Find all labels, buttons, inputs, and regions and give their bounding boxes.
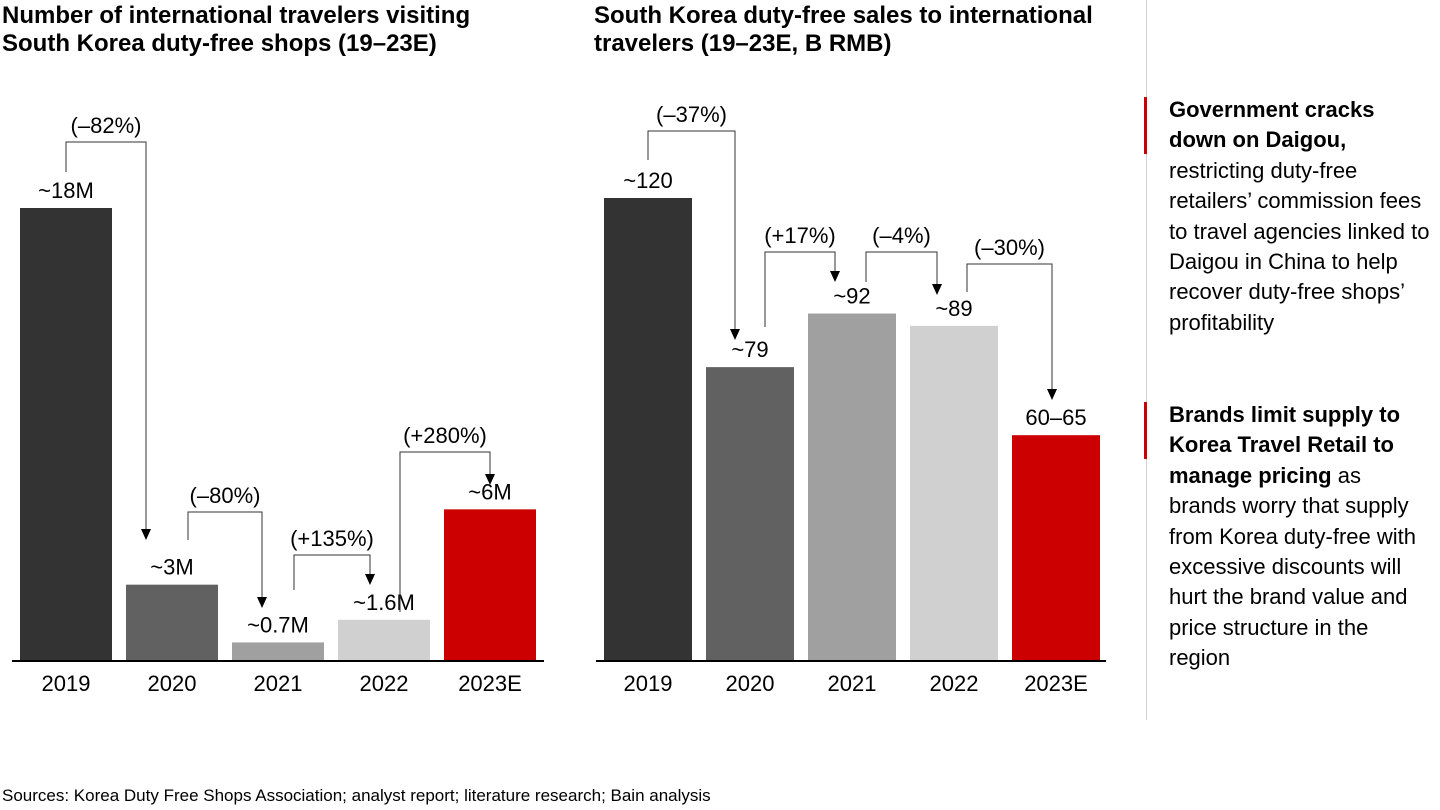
arrowhead-icon [830,271,840,282]
x-tick-label: 2020 [726,671,775,696]
change-label: (+135%) [290,526,374,551]
value-label: ~18M [38,178,94,203]
note-accent-bar [1144,402,1147,459]
change-bracket [293,554,371,590]
change-bracket [966,263,1053,391]
arrowhead-icon [730,329,740,340]
bar-2020 [706,367,794,660]
x-tick-label: 2022 [930,671,979,696]
value-label: ~79 [731,337,768,362]
change-bracket [764,251,836,327]
source-note: Sources: Korea Duty Free Shops Associati… [2,786,711,805]
bar-2021 [808,313,896,660]
x-tick-label: 2021 [828,671,877,696]
arrowhead-icon [257,597,267,608]
arrowhead-icon [932,284,942,295]
change-bracket [865,251,938,286]
value-label: ~89 [935,296,972,321]
x-tick-label: 2020 [148,671,197,696]
bar-2019 [20,208,112,660]
change-bracket [65,141,147,531]
change-bracket [647,130,736,331]
note-accent-bar [1144,97,1147,154]
change-label: (–82%) [71,113,142,138]
change-bracket [187,511,263,599]
bar-2022 [910,325,998,660]
bar-2021 [232,642,324,660]
divider [1146,0,1147,720]
bar-2019 [604,198,692,660]
x-tick-label: 2021 [254,671,303,696]
value-label: ~92 [833,284,870,309]
change-label: (–30%) [974,235,1045,260]
change-label: (+17%) [764,223,836,248]
note-body: restricting duty-free retailers’ commiss… [1169,157,1430,335]
change-label: (–37%) [656,102,727,127]
bar-2020 [126,584,218,660]
change-label: (–4%) [872,223,931,248]
bar-2023E [444,509,536,660]
note-heading: Government cracks down on Daigou, [1169,97,1375,153]
x-tick-label: 2019 [42,671,91,696]
note-heading: Brands limit supply to Korea Travel Reta… [1169,402,1401,488]
arrowhead-icon [365,574,375,585]
x-tick-label: 2023E [1024,671,1088,696]
value-label: ~1.6M [353,590,415,615]
x-tick-label: 2019 [624,671,673,696]
x-tick-label: 2023E [458,671,522,696]
note-brands: Brands limit supply to Korea Travel Reta… [1144,400,1434,674]
chart2-title: South Korea duty-free sales to internati… [594,2,1093,57]
bar-2022 [338,619,430,660]
arrowhead-icon [1047,389,1057,400]
note-body: as brands worry that supply from Korea d… [1169,462,1416,671]
change-bracket [399,451,491,612]
chart1-title: Number of international travelers visiti… [2,2,471,57]
change-label: (–80%) [190,483,261,508]
value-label: 60–65 [1025,405,1086,430]
arrowhead-icon [485,474,495,485]
value-label: ~3M [150,555,193,580]
x-tick-label: 2022 [360,671,409,696]
change-label: (+280%) [403,423,487,448]
note-daigou: Government cracks down on Daigou, restri… [1144,95,1434,338]
bar-2023E [1012,435,1100,660]
arrowhead-icon [141,529,151,540]
value-label: ~0.7M [247,612,309,637]
value-label: ~120 [623,168,673,193]
